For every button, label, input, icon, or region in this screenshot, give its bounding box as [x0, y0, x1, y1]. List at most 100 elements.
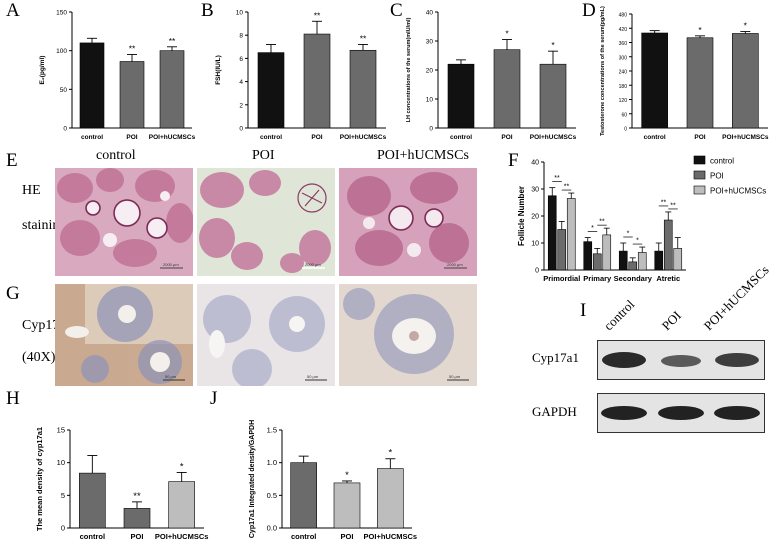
x-tick-label-h-1: POI [131, 532, 144, 541]
he-scale-poi: 2000 μm [305, 262, 321, 267]
he-row-label: HE [22, 183, 41, 198]
bar-j-1 [333, 482, 361, 529]
x-tick-label-j-0: control [291, 532, 316, 541]
x-tick-label-d-2: POI+hUCMSCs [722, 134, 769, 141]
y-tick-label-d: 0 [624, 127, 627, 133]
bar-f-2-2 [637, 252, 647, 271]
legend-swatch-f-1 [693, 170, 706, 180]
panel-letter-a: A [6, 0, 20, 21]
ihc-scale-poi-hucmscs: 50 μm [449, 374, 461, 379]
x-tick-label-b-2: POI+hUCMSCs [340, 134, 387, 141]
bar-f-3-0 [654, 250, 664, 271]
chart-j: 0.0 0.5 1.0 1.5 Cyp17a1 Integrated density/G… [249, 420, 417, 541]
y-axis-title-c: LH concentrations of the serum(mIU/ml) [406, 17, 412, 122]
x-tick-label-c-2: POI+hUCMSCs [530, 134, 577, 141]
legend-label-f-0: control [710, 157, 734, 166]
significance-c-2: * [551, 40, 555, 50]
y-tick-label-b: 2 [239, 102, 243, 109]
band-cyp17a1-poi-hucmscs [715, 353, 759, 367]
band-gapdh-poi [658, 406, 704, 420]
x-tick-label-h-2: POI+hUCMSCs [155, 532, 209, 541]
bar-f-2-1 [628, 261, 638, 271]
y-tick-label-h: 5 [61, 491, 65, 500]
bar-h-1 [123, 508, 151, 529]
y-tick-label-c: 0 [429, 126, 433, 133]
he-scale-poi-hucmscs: 2000 μm [447, 262, 463, 267]
chart-a: 0 50 100 150 E₂(pg/ml) control ** POI ** POI+hUCM… [39, 10, 196, 142]
x-tick-label-d-1: POI [694, 134, 705, 141]
bar-b-1 [303, 33, 331, 129]
y-tick-label-h: 0 [61, 524, 65, 533]
significance-c-1: * [505, 29, 509, 39]
y-axis-title-h: The mean density of cyp17a1 [35, 427, 44, 531]
he-image-poi: 2000 μm [197, 168, 335, 276]
y-tick-label-f: 40 [531, 160, 539, 167]
x-tick-label-a-0: control [81, 134, 103, 141]
chart-c: 0 10 20 30 40 LH concentrations of the serum(… [406, 10, 577, 142]
he-image-control: 2000 μm [55, 168, 193, 276]
blot-strip-cyp17a1 [597, 340, 765, 380]
y-tick-label-j: 0.5 [267, 491, 277, 500]
bar-j-0 [290, 462, 317, 529]
significance-h-2: * [180, 461, 184, 472]
x-tick-label-c-1: POI [501, 134, 512, 141]
y-tick-label-d: 420 [619, 27, 628, 33]
x-tick-label-b-0: control [260, 134, 282, 141]
significance-j-2: * [388, 448, 392, 459]
x-tick-label-d-0: control [644, 134, 666, 141]
y-tick-label-f: 0 [535, 268, 539, 275]
bar-f-0-0 [547, 195, 557, 271]
y-tick-label-a: 0 [63, 126, 67, 133]
band-gapdh-control [601, 406, 647, 420]
ihc-scale-poi: 50 μm [307, 374, 319, 379]
panel-letter-f: F [508, 150, 519, 171]
bar-f-2-0 [618, 250, 628, 271]
bar-c-0 [447, 63, 475, 129]
y-tick-label-c: 30 [426, 39, 434, 46]
y-tick-label-f: 10 [531, 241, 539, 248]
y-tick-label-a: 100 [56, 48, 67, 55]
significance-f: ** [554, 175, 560, 182]
x-tick-label-c-0: control [450, 134, 472, 141]
panel-letter-h: H [6, 388, 20, 409]
panel-letter-d: D [582, 0, 596, 21]
y-tick-label-d: 360 [619, 41, 628, 47]
ihc-scale-control: 50 μm [165, 374, 177, 379]
significance-f: ** [564, 184, 570, 191]
y-tick-label-c: 20 [426, 68, 434, 75]
significance-f: * [627, 231, 630, 238]
ihc-image-poi-hucmscs: 50 μm [339, 284, 477, 386]
bar-c-1 [493, 49, 521, 129]
he-column-poi: POI [252, 148, 275, 163]
ihc-magnification-label: (40X) [22, 350, 56, 365]
y-tick-label-d: 480 [619, 13, 628, 19]
significance-f: ** [661, 199, 667, 206]
bar-f-1-2 [602, 234, 612, 271]
significance-f: ** [599, 219, 605, 226]
y-tick-label-b: 0 [239, 126, 243, 133]
y-tick-label-d: 300 [619, 55, 628, 61]
band-gapdh-poi-hucmscs [714, 406, 760, 420]
chart-f: 0 10 20 30 40 Follicle Number Primordial Primar… [517, 155, 766, 283]
x-tick-label-f-2: Secondary [614, 274, 653, 283]
y-tick-label-d: 180 [619, 84, 628, 90]
panel-letter-b: B [201, 0, 214, 21]
panel-letter-j: J [210, 388, 218, 409]
panel-letter-e: E [6, 150, 18, 171]
panel-letter-i: I [580, 300, 587, 321]
y-tick-label-b: 6 [239, 56, 243, 63]
blot-column-control: control [600, 296, 638, 334]
y-tick-label-b: 10 [236, 10, 244, 17]
he-column-control: control [96, 148, 136, 163]
y-axis-title-f: Follicle Number [517, 186, 526, 246]
chart-d: 0 60 120 180 240 300 360 420 480 Testosterone con… [600, 6, 769, 141]
y-tick-label-c: 10 [426, 97, 434, 104]
significance-f: * [636, 238, 639, 245]
blot-strip-gapdh [597, 393, 765, 433]
x-tick-label-f-0: Primordial [543, 274, 580, 283]
bar-f-1-0 [583, 241, 593, 271]
chart-b: 0 2 4 6 8 10 FSH(IU/L) control ** POI ** POI+hUCMSC… [215, 10, 387, 142]
y-tick-label-j: 1.0 [267, 458, 277, 467]
y-axis-title-d: Testosterone concentrations of the serum… [600, 6, 606, 136]
significance-j-1: * [345, 470, 349, 481]
